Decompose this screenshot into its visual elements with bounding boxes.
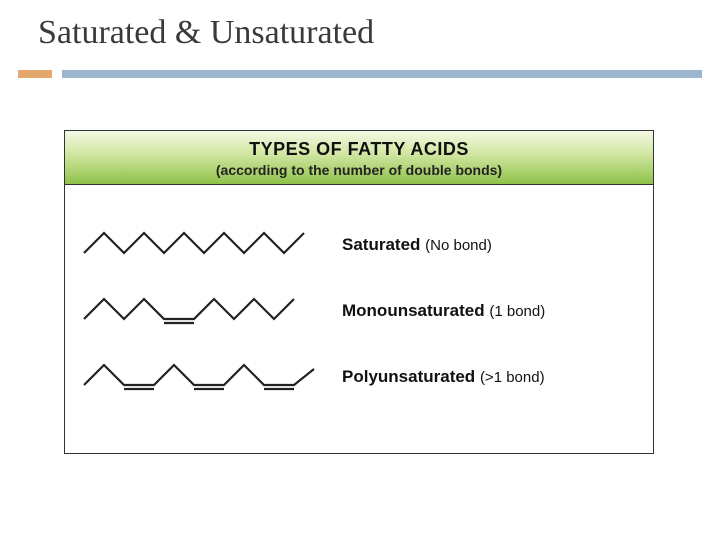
row-monounsaturated: Monounsaturated (1 bond)	[79, 291, 635, 331]
chain-line	[84, 365, 314, 385]
chain-polyunsaturated	[79, 357, 324, 397]
label-name: Monounsaturated	[342, 301, 485, 320]
label-saturated: Saturated (No bond)	[342, 235, 492, 255]
chain-line	[84, 233, 304, 253]
slide-title: Saturated & Unsaturated	[0, 0, 720, 52]
divider-accent	[18, 70, 52, 78]
row-polyunsaturated: Polyunsaturated (>1 bond)	[79, 357, 635, 397]
row-saturated: Saturated (No bond)	[79, 225, 635, 265]
chain-saturated	[79, 225, 324, 265]
label-note: (>1 bond)	[480, 369, 545, 386]
label-note: (1 bond)	[489, 303, 545, 320]
label-monounsaturated: Monounsaturated (1 bond)	[342, 301, 545, 321]
chain-line	[84, 299, 294, 319]
figure-body: Saturated (No bond) Monounsaturated (1 b…	[65, 185, 653, 453]
label-note: (No bond)	[425, 237, 492, 254]
figure-subtitle: (according to the number of double bonds…	[71, 162, 647, 178]
divider-line	[62, 70, 702, 78]
title-divider	[18, 66, 702, 84]
chain-monounsaturated	[79, 291, 324, 331]
label-name: Saturated	[342, 235, 420, 254]
figure-header: TYPES OF FATTY ACIDS (according to the n…	[65, 131, 653, 185]
figure-title: TYPES OF FATTY ACIDS	[71, 139, 647, 160]
fatty-acids-figure: TYPES OF FATTY ACIDS (according to the n…	[64, 130, 654, 454]
label-polyunsaturated: Polyunsaturated (>1 bond)	[342, 367, 545, 387]
label-name: Polyunsaturated	[342, 367, 475, 386]
